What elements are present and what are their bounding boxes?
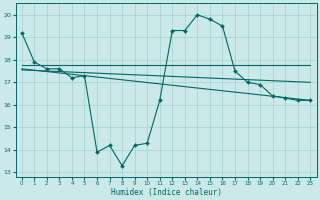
X-axis label: Humidex (Indice chaleur): Humidex (Indice chaleur)	[110, 188, 221, 197]
